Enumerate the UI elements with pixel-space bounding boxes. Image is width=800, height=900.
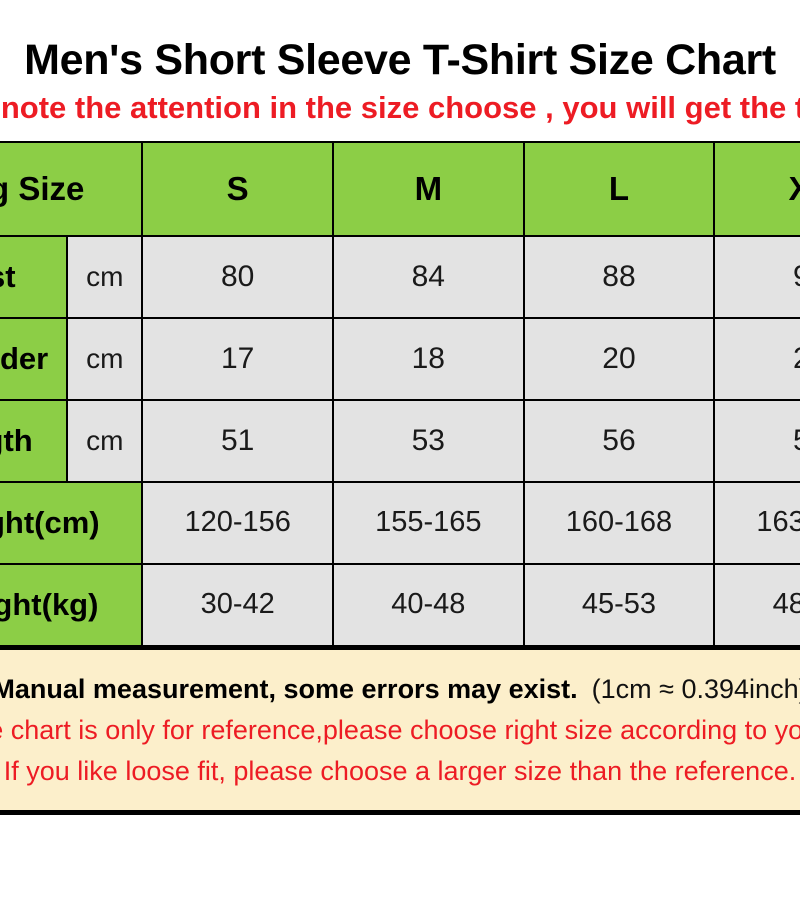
table-row: Weight(kg) 30-42 40-48 45-53 48-55	[0, 562, 800, 647]
note-measurement-text: Manual measurement, some errors may exis…	[0, 673, 578, 704]
row-label-weight: Weight(kg)	[0, 562, 144, 647]
table-row: Bust cm 80 84 88 92	[0, 234, 800, 319]
size-chart-table: Tag Size S M L XL Bust cm 80 84 88 92	[0, 140, 800, 647]
cell-weight-xl: 48-55	[713, 562, 800, 647]
row-unit-shoulder: cm	[66, 316, 144, 401]
cell-height-l: 160-168	[522, 480, 716, 565]
cell-height-m: 155-165	[331, 480, 525, 565]
cell-shoulder-m: 18	[331, 316, 525, 401]
cell-shoulder-l: 20	[522, 316, 716, 401]
cell-length-m: 53	[331, 398, 525, 483]
table-corner-label: Tag Size	[0, 140, 144, 237]
column-header-l: L	[522, 140, 716, 237]
row-label-shoulder: Shoulder	[0, 316, 69, 401]
chart-footer-notes: Manual measurement, some errors may exis…	[0, 646, 800, 815]
column-header-m: M	[331, 140, 525, 237]
row-label-length: Length	[0, 398, 69, 483]
cell-height-s: 120-156	[141, 480, 334, 565]
page-title: Men's Short Sleeve T-Shirt Size Chart	[24, 36, 776, 84]
table-header-row: Tag Size S M L XL	[0, 140, 800, 237]
cell-shoulder-xl: 21	[713, 316, 800, 401]
table-row: Length cm 51 53 56 58	[0, 398, 800, 483]
row-label-bust: Bust	[0, 234, 69, 319]
table-row: Shoulder cm 17 18 20 21	[0, 316, 800, 401]
cell-height-xl: 163-172	[713, 480, 800, 565]
column-header-s: S	[141, 140, 334, 237]
column-header-xl: XL	[713, 140, 800, 237]
table-row: Height(cm) 120-156 155-165 160-168 163-1…	[0, 480, 800, 565]
cell-bust-l: 88	[522, 234, 716, 319]
row-label-height: Height(cm)	[0, 480, 144, 565]
note-line-measurement: Manual measurement, some errors may exis…	[0, 672, 800, 707]
cell-weight-m: 40-48	[331, 562, 525, 647]
cell-shoulder-s: 17	[141, 316, 334, 401]
row-unit-length: cm	[66, 398, 144, 483]
cell-bust-m: 84	[331, 234, 525, 319]
chart-header: Men's Short Sleeve T-Shirt Size Chart Pl…	[0, 0, 800, 126]
cell-length-s: 51	[141, 398, 334, 483]
cell-weight-l: 45-53	[522, 562, 716, 647]
cell-length-xl: 58	[713, 398, 800, 483]
page-subtitle: Please note the attention in the size ch…	[0, 90, 800, 126]
note-unit-conversion: (1cm ≈ 0.394inch)	[591, 673, 800, 704]
size-chart-canvas: Men's Short Sleeve T-Shirt Size Chart Pl…	[0, 0, 800, 815]
note-line-loose-fit: If you like loose fit, please choose a l…	[3, 756, 797, 787]
cell-bust-s: 80	[141, 234, 334, 319]
row-unit-bust: cm	[66, 234, 144, 319]
cell-weight-s: 30-42	[141, 562, 334, 647]
note-line-reference: The size chart is only for reference,ple…	[0, 714, 800, 745]
cell-length-l: 56	[522, 398, 716, 483]
cell-bust-xl: 92	[713, 234, 800, 319]
